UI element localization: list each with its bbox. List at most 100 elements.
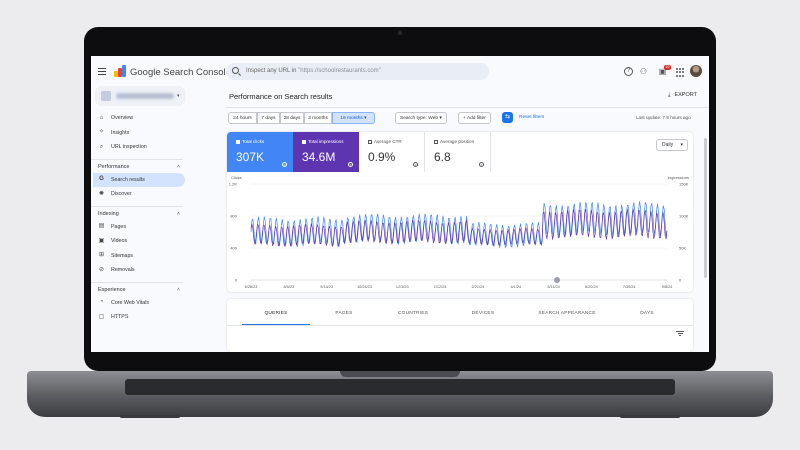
sidebar-item-label: Overview [111,115,134,121]
property-selector[interactable]: ▾ [95,86,185,106]
filter-icon[interactable]: ⇆ [502,112,513,123]
google-g-icon: G [99,176,104,182]
sidebar-item-videos[interactable]: ▣ Videos [93,234,185,248]
x-tick-label: 8/5/23 [284,285,295,289]
tab-search-appearance[interactable]: SEARCH APPEARANCE [538,311,596,316]
series-line-impressions [250,208,668,247]
sidebar-item-overview[interactable]: ⌂ Overview [93,111,185,125]
chevron-down-icon: ▾ [177,93,180,99]
chevron-up-icon[interactable]: ˄ [177,163,180,170]
x-tick-label: 10/24/23 [357,285,372,289]
sidebar-item-label: Core Web Vitals [111,299,150,306]
scrollbar[interactable] [704,138,707,278]
metric-total-clicks[interactable]: Total clicks 307K? [227,132,293,172]
tab-queries[interactable]: QUERIES [264,311,288,316]
search-console-users-icon[interactable]: ⚇ [639,67,648,76]
metric-average-ctr[interactable]: Average CTR 0.9%? [359,132,425,172]
lock-icon: ▢ [98,313,105,320]
sidebar-item-https[interactable]: ▢ HTTPS [93,310,185,324]
notification-badge: 10 [664,65,671,70]
sidebar-section-indexing: Indexing [98,210,119,217]
info-icon[interactable]: ? [348,162,353,167]
date-range-16-months[interactable]: 16 months ▾ [332,112,375,124]
x-tick-label: 9/14/23 [320,285,333,289]
date-range-3-months[interactable]: 3 months [304,112,332,124]
y2-tick-label: 50K [679,246,686,251]
series-line-clicks [250,201,668,249]
date-range-7-days[interactable]: 7 days [257,112,280,124]
sidebar-item-discover[interactable]: ✺ Discover [93,187,185,201]
sidebar-item-search-results[interactable]: G Search results [93,172,185,187]
dimension-tabs-card: QUERIES PAGES COUNTRIES DEVICES SEARCH APPEA… [227,299,693,352]
help-icon[interactable]: ? [624,67,633,76]
sidebar-item-sitemaps[interactable]: ⊞ Sitemaps [93,249,185,263]
sidebar-item-core-web-vitals[interactable]: ◔ Core Web Vitals [93,296,185,310]
metric-average-position[interactable]: Average position 6.8? [425,132,491,172]
sidebar-item-label: Pages [111,223,127,230]
search-icon: ⌕ [99,143,104,150]
speed-icon: ◔ [99,299,104,305]
sidebar-item-label: Removals [111,267,135,273]
metric-label: Total impressions [302,139,344,144]
metric-total-impressions[interactable]: Total impressions 34.6M? [293,132,359,172]
add-filter-chip[interactable]: + Add filter [458,112,491,124]
performance-chart: Clicks Impressions 1.2K 150K 800 100K 400 50K 0 0… [229,175,689,289]
sidebar-item-pages[interactable]: ▤ Pages [93,220,185,234]
export-button[interactable]: ⤓ EXPORT [668,92,697,98]
search-icon [232,67,239,74]
annotation-marker-icon [554,277,560,283]
info-icon[interactable]: ? [282,162,287,167]
y2-tick-label: 0 [679,278,682,283]
property-name-blurred [116,93,174,99]
metric-label: Average position [434,139,474,144]
date-range-28-days[interactable]: 28 days [280,112,304,124]
filter-rows-icon[interactable] [676,330,684,336]
metric-label: Total clicks [236,139,264,144]
performance-card: Total clicks 307K? Total impressions 34.6M?… [227,132,693,292]
metric-value: 0.9% [368,150,396,164]
reset-filters-link[interactable]: Reset filters [519,115,545,120]
sidebar-item-label: Discover [111,191,132,197]
sidebar-item-label: Search results [111,176,145,183]
tab-devices[interactable]: DEVICES [471,311,495,316]
sidebar-item-removals[interactable]: ⊘ Removals [93,263,185,277]
sidebar-item-url-inspection[interactable]: ⌕ URL inspection [93,140,185,154]
info-icon[interactable]: ? [479,162,484,167]
left-axis-title: Clicks [231,175,242,180]
search-type-chip[interactable]: Search type: Web ▾ [395,112,447,124]
webcam [398,31,402,35]
sidebar-divider [91,205,183,207]
tab-countries[interactable]: COUNTRIES [397,311,429,316]
x-tick-label: 2/21/24 [472,285,485,289]
tab-days[interactable]: DAYS [640,311,654,316]
laptop-foot [620,415,680,418]
y2-tick-label: 150K [679,182,689,187]
checkbox-checked-icon [302,139,306,144]
date-range-24-hours[interactable]: 24 hours [228,112,257,124]
sidebar-section-performance: Performance [98,163,130,170]
pages-icon: ▤ [98,223,105,229]
avatar[interactable] [690,65,702,77]
chevron-up-icon[interactable]: ˄ [177,286,180,293]
page-title: Performance on Search results [229,92,333,101]
chevron-up-icon[interactable]: ˄ [177,210,180,217]
right-axis-title: Impressions [667,175,689,180]
notifications-icon[interactable]: ▣ [658,67,667,76]
menu-icon[interactable] [98,68,106,75]
tab-pages[interactable]: PAGES [335,311,353,316]
apps-grid-icon[interactable] [676,68,685,77]
sidebar-item-label: Videos [111,238,128,244]
sidebar-item-insights[interactable]: ✧ Insights [93,126,185,140]
x-tick-label: 6/20/24 [585,285,598,289]
keyboard-well [125,379,675,395]
granularity-select[interactable]: Daily [656,139,688,151]
metric-value: 6.8 [434,150,451,164]
x-tick-label: 7/30/24 [623,285,636,289]
videos-icon: ▣ [98,237,105,244]
laptop-foot [120,415,180,418]
screen: Google Search Console Inspect any URL in… [91,56,709,352]
url-inspect-search[interactable]: Inspect any URL in "https://schoolrestau… [226,63,489,80]
y-tick-label: 400 [230,246,237,251]
info-icon[interactable]: ? [413,162,418,167]
